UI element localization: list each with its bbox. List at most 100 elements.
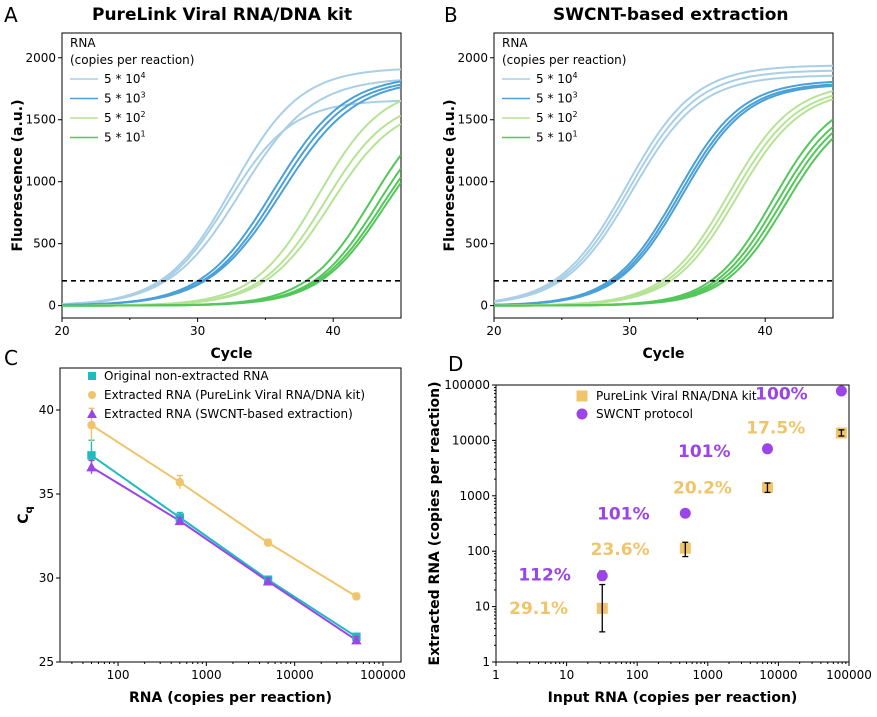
amplification-curve — [494, 118, 833, 307]
legend-label: PureLink Viral RNA/DNA kit — [596, 389, 757, 403]
amplification-curve — [62, 182, 401, 307]
y-tick-label: 1000 — [457, 175, 488, 189]
y-tick-label: 500 — [465, 237, 488, 251]
panel-a-letter: A — [4, 3, 18, 27]
data-point — [175, 478, 184, 487]
x-tick-label: 100 — [626, 668, 649, 682]
panel-d-recovery-chart: 1 10 100 1000 10000 100000 1 10 100 1000 10000 1000… — [427, 378, 872, 706]
y-tick-label: 1000 — [459, 489, 490, 503]
x-tick-label: 10 — [559, 668, 574, 682]
legend-label: Extracted RNA (PureLink Viral RNA/DNA ki… — [104, 388, 365, 402]
panel-c-cq-chart: 100 1000 10000 100000 25 30 35 40 RNA (copies pe… — [16, 367, 406, 706]
y-axis-label: Extracted RNA (copies per reaction) — [427, 382, 443, 666]
amplification-curve — [62, 123, 401, 307]
amplification-curve — [62, 154, 401, 307]
plot-frame — [59, 367, 402, 663]
legend-title: RNA — [70, 36, 96, 50]
legend-label-base: 5 * 10 — [536, 72, 573, 86]
recovery-annotation: 100% — [755, 385, 808, 405]
data-point — [596, 570, 608, 582]
y-tick-label: 2000 — [25, 51, 56, 65]
legend-label-exp: 2 — [573, 110, 578, 119]
legend-label: Original non-extracted RNA — [104, 369, 269, 383]
y-tick-label: 2000 — [457, 51, 488, 65]
y-tick-label: 1000 — [25, 175, 56, 189]
amplification-curve — [494, 69, 833, 303]
data-point — [835, 385, 847, 397]
legend-label-base: 5 * 10 — [104, 72, 141, 86]
x-tick-label: 30 — [190, 324, 205, 338]
data-point — [87, 420, 96, 430]
legend-label: Extracted RNA (SWCNT-based extraction) — [104, 407, 353, 421]
y-tick-label: 1 — [482, 655, 490, 669]
recovery-annotation: 23.6% — [591, 540, 650, 560]
legend-label-exp: 4 — [573, 71, 578, 80]
data-point — [679, 507, 691, 519]
x-tick-label: 10000 — [276, 668, 314, 682]
legend-subtitle: (copies per reaction) — [70, 53, 194, 67]
y-tick-label: 1500 — [25, 113, 56, 127]
series-line — [90, 424, 357, 598]
amplification-curves — [62, 68, 401, 307]
legend-label: 5 * 102 — [536, 110, 578, 125]
series-line — [90, 466, 357, 642]
legend-title: RNA — [502, 36, 528, 50]
panel-c-letter: C — [4, 346, 18, 370]
plot-frame — [61, 32, 402, 319]
y-tick-label: 30 — [39, 571, 54, 585]
amplification-curve — [62, 86, 401, 306]
data-point — [86, 461, 97, 472]
recovery-annotation: 17.5% — [746, 419, 805, 439]
x-tick-label: 40 — [326, 324, 341, 338]
legend-marker — [576, 390, 588, 402]
x-tick-label: 10000 — [759, 668, 797, 682]
y-axis-label-main: C — [16, 513, 32, 523]
legend-label-base: 5 * 10 — [104, 92, 141, 106]
x-axis-label: RNA (copies per reaction) — [129, 690, 332, 706]
y-tick-label: 10000 — [452, 433, 490, 447]
x-axis-label: Cycle — [211, 346, 253, 362]
legend-label-exp: 1 — [573, 130, 578, 139]
data-point — [262, 576, 274, 586]
legend-marker — [88, 372, 96, 380]
legend-label: 5 * 101 — [536, 130, 578, 145]
recovery-annotation: 29.1% — [509, 599, 568, 619]
legend-subtitle: (copies per reaction) — [502, 53, 626, 67]
panel-d-letter: D — [448, 352, 463, 376]
y-tick-label: 0 — [480, 299, 488, 313]
x-tick-label: 100000 — [360, 668, 406, 682]
legend-label: SWCNT protocol — [596, 407, 693, 421]
y-tick-label: 10 — [475, 600, 490, 614]
y-tick-label: 35 — [39, 487, 54, 501]
legend-label-base: 5 * 10 — [104, 111, 141, 125]
panel-b-letter: B — [444, 3, 458, 27]
y-tick-label: 0 — [48, 299, 56, 313]
y-tick-label: 100 — [467, 544, 490, 558]
x-tick-label: 20 — [486, 324, 501, 338]
data-point — [87, 451, 96, 460]
legend-label-exp: 3 — [573, 91, 578, 100]
y-axis-label-sub: q — [24, 506, 35, 513]
amplification-curve — [62, 79, 401, 306]
y-axis-label: Fluorescence (a.u.) — [10, 100, 26, 252]
series-line — [90, 454, 357, 638]
x-tick-label: 1 — [492, 668, 500, 682]
amplification-curve — [494, 74, 833, 303]
x-axis-label: Cycle — [643, 346, 685, 362]
panel-b-qpcr-chart: 20 30 40 0 500 1000 1500 2000 Cycle Fluorescence … — [442, 32, 834, 362]
legend-label-exp: 2 — [141, 110, 146, 119]
x-tick-label: 30 — [622, 324, 637, 338]
legend-label: 5 * 104 — [536, 71, 578, 86]
legend-marker — [88, 391, 96, 399]
legend-label-base: 5 * 10 — [536, 111, 573, 125]
legend-label: 5 * 103 — [536, 91, 578, 106]
y-tick-label: 100000 — [444, 378, 490, 392]
plot-frame — [495, 384, 850, 663]
x-tick-label: 20 — [54, 324, 69, 338]
data-point — [174, 515, 185, 526]
recovery-annotation: 20.2% — [673, 479, 732, 499]
data-point — [351, 634, 362, 645]
x-tick-label: 40 — [758, 324, 773, 338]
y-tick-label: 40 — [39, 403, 54, 417]
panel-a-qpcr-chart: 20 30 40 0 500 1000 1500 2000 Cycle Fluorescence … — [10, 32, 402, 362]
